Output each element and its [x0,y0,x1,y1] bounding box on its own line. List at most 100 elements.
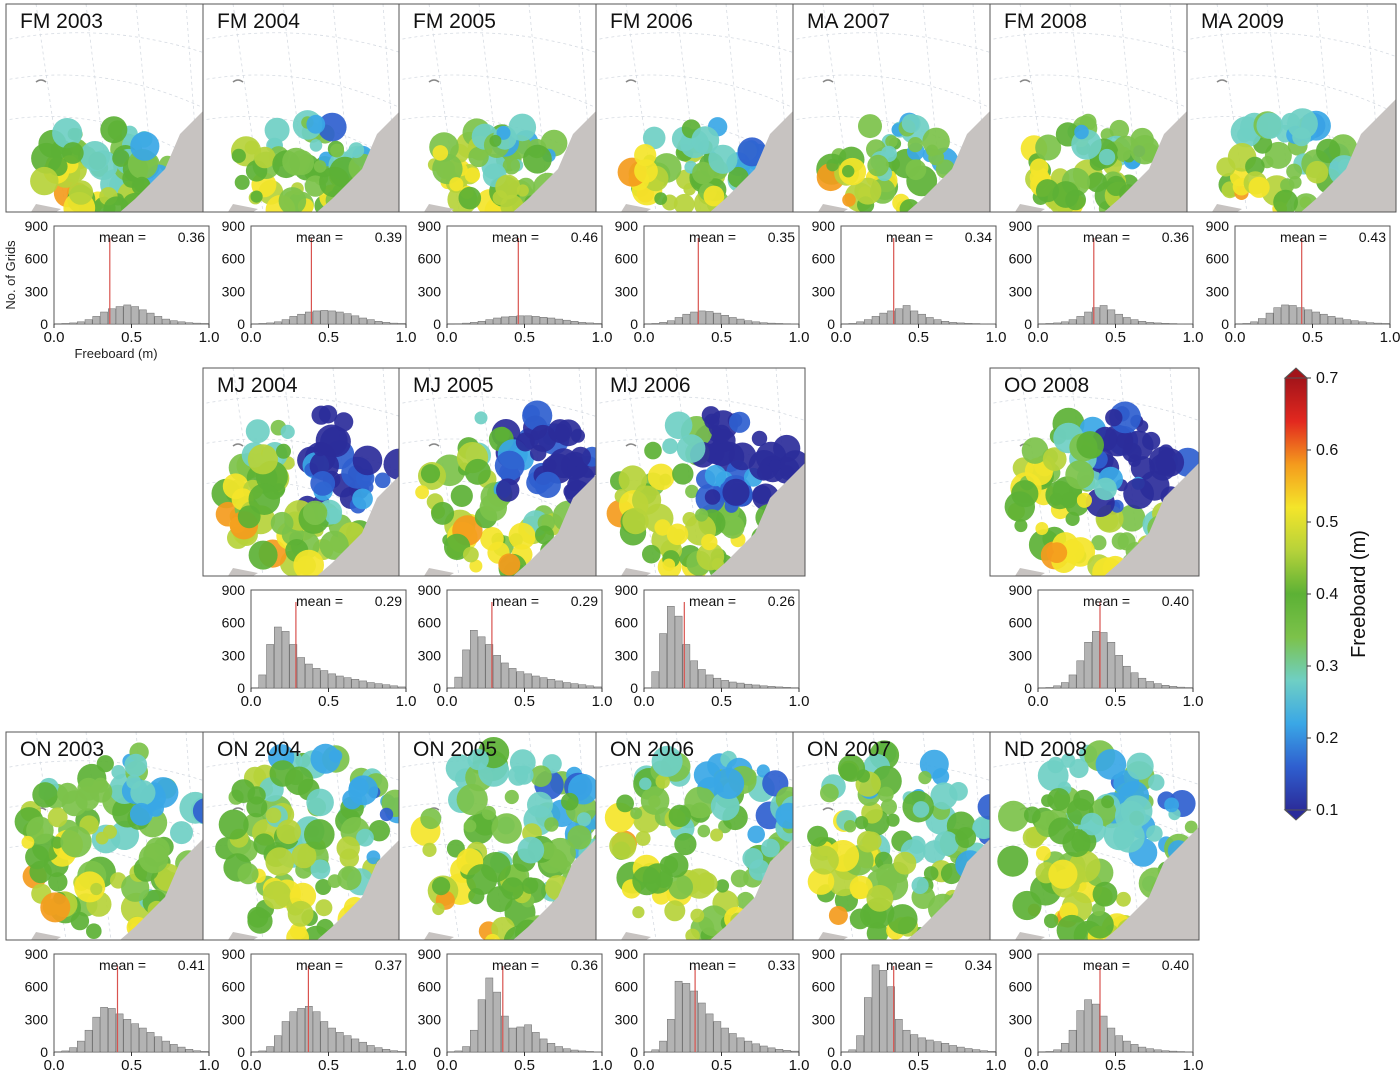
hist-bar [1273,307,1282,325]
histogram: mean = 0.46 0 300 600 900 0.0 0.5 1.0 [418,218,613,346]
land [621,204,651,212]
ice-cell [1146,825,1163,842]
map-grid-line [1187,74,1396,114]
y-tick-label: 0 [40,316,48,332]
ice-cell [1047,788,1071,811]
land [907,99,1002,212]
panel: ND 2008 mean = 0.40 0 300 600 900 0.0 0.5 1.0 [989,731,1203,1074]
hist-bar [193,1050,201,1053]
ice-cell [1286,163,1302,180]
ice-cell [730,869,749,888]
x-tick-label: 0.0 [1028,1057,1049,1074]
ice-cell [458,186,482,210]
ice-cell [1046,542,1068,563]
hist-bar [721,680,729,689]
hist-bar [1123,665,1131,689]
hist-bar [84,1029,93,1053]
ice-cell [1164,797,1179,813]
ice-cell [310,743,341,774]
hist-bar [485,319,494,325]
hist-bar [1130,672,1139,689]
map-frame [1186,3,1397,213]
hist-bar [1281,304,1289,325]
ice-cell [701,406,721,425]
hist-bar [895,1019,903,1053]
hist-bar [864,319,872,325]
land [1104,99,1199,212]
ice-cell [479,493,507,522]
x-tick-label: 0.5 [908,329,929,346]
map-content [596,4,805,212]
hist-bar [185,1049,194,1053]
map-grid-line [596,116,805,171]
hist-bar [1061,321,1069,325]
hist-bar [539,317,548,325]
ice-cell [1273,189,1298,212]
hist-bar [783,1050,791,1053]
hist-bar [1289,305,1297,325]
hist-bar [170,1044,178,1053]
mean-value: 0.33 [768,957,795,973]
ice-cell [348,777,369,798]
hist-bar [320,1021,329,1053]
ice-cell [318,405,338,424]
ice-cell [26,816,54,845]
hist-bar [1169,686,1178,689]
ice-cell [858,114,882,139]
hist-bar [1123,1040,1131,1053]
hist-bar [721,1027,729,1053]
ice-cell [662,438,678,455]
hist-bar [856,1035,864,1053]
ice-cell [468,146,489,168]
hist-bar [736,682,745,689]
ice-cell [807,825,829,847]
y-tick-label: 900 [812,946,836,962]
hist-bar [586,1051,594,1053]
hist-bar [783,687,791,689]
y-tick-label: 600 [812,979,836,995]
ice-cell [1012,890,1042,921]
y-tick-label: 600 [1009,251,1033,267]
y-tick-label: 600 [222,615,246,631]
ice-cell [276,819,302,845]
ice-cell [1065,511,1080,526]
hist-bar [674,317,683,325]
y-tick-label: 0 [630,1044,638,1060]
hist-bar [477,321,486,325]
ice-cell [463,819,477,833]
y-tick-label: 600 [615,615,639,631]
hist-bar [289,1011,298,1053]
ice-cell [103,824,117,839]
ice-cell [508,522,536,550]
land [1104,827,1199,940]
x-tick-label: 0.0 [437,329,458,346]
map-grid-line [399,844,608,899]
map-grid-line [596,844,805,899]
ice-cell [86,923,102,939]
ice-cell [463,546,479,563]
ice-cell [539,842,558,860]
mean-label: mean = [1280,229,1327,245]
hist-bar [698,1002,706,1053]
ice-cell [867,154,889,177]
x-tick-label: 0.5 [1302,329,1323,346]
hist-bar [1258,318,1266,325]
y-tick-label: 300 [1009,283,1033,299]
hist-bar [941,321,950,325]
y-tick-label: 0 [827,316,835,332]
ice-cell [306,788,334,817]
hist-bar [92,316,101,325]
ice-cell [484,933,501,940]
ice-cell [517,836,545,864]
x-tick-label: 1.0 [592,1057,613,1074]
hist-bar [100,311,108,325]
hist-bar [1092,631,1100,689]
hist-xlabel: Freeboard (m) [74,346,157,361]
x-tick-label: 1.0 [789,1057,810,1074]
land [31,204,61,212]
ice-cell [955,827,977,848]
ice-cell [521,877,539,894]
x-tick-label: 1.0 [986,329,1007,346]
ice-cell [234,174,250,190]
map-frame [989,367,1200,577]
